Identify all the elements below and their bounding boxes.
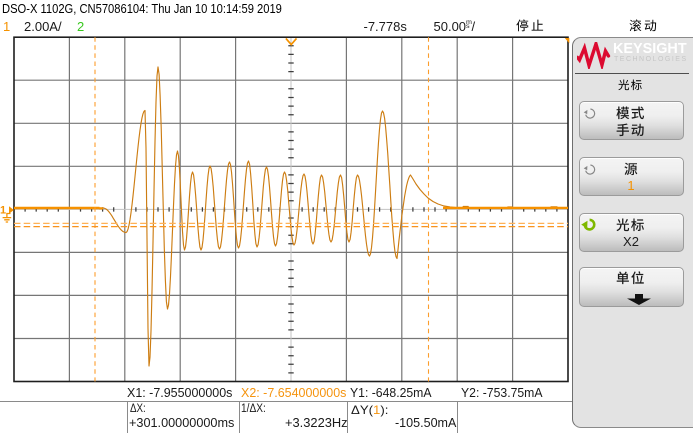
svg-text:1: 1 — [0, 205, 6, 217]
